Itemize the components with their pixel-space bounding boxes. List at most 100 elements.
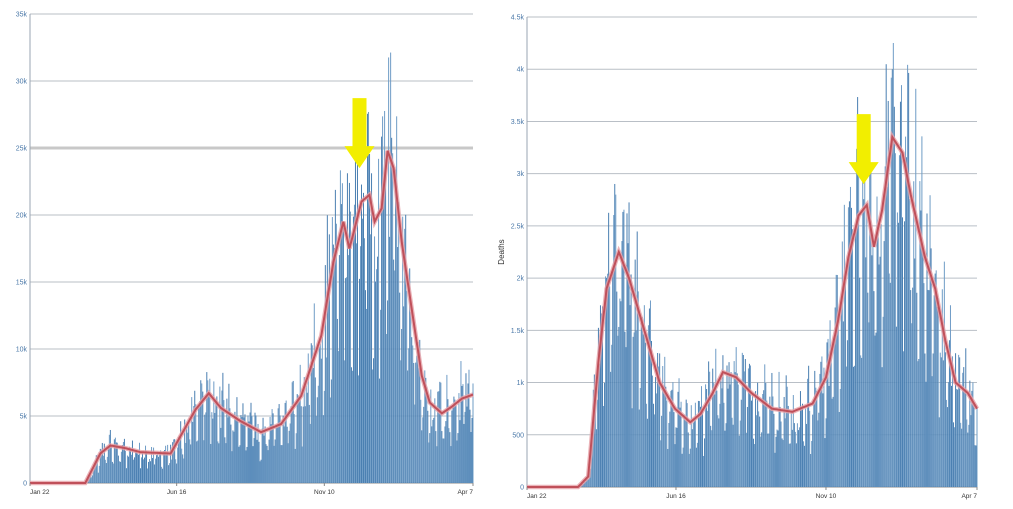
- daily-bar: [284, 402, 286, 483]
- daily-bar: [637, 291, 639, 487]
- daily-bar: [752, 394, 754, 487]
- daily-bar: [332, 244, 334, 483]
- daily-bar: [594, 393, 596, 487]
- daily-bar: [765, 382, 767, 487]
- daily-bar: [152, 458, 154, 483]
- daily-bar: [101, 442, 103, 483]
- daily-bar: [639, 388, 641, 487]
- daily-bar: [848, 201, 850, 487]
- daily-bar: [680, 401, 682, 487]
- daily-bar: [913, 181, 915, 487]
- deaths-chart: 0 500 1k 1.5k 2k 2.5k 3k 3.5k 4k 4.5k Deaths Jan 22…: [497, 15, 979, 500]
- daily-bar: [742, 354, 744, 487]
- daily-bar: [339, 170, 341, 483]
- daily-bar: [699, 406, 701, 487]
- daily-bar: [819, 373, 821, 487]
- daily-bar: [205, 412, 207, 483]
- daily-bar: [972, 382, 974, 487]
- daily-bar: [265, 444, 267, 483]
- daily-bar: [698, 401, 700, 487]
- daily-bar: [736, 373, 738, 487]
- daily-bar: [965, 348, 967, 487]
- daily-bar: [411, 337, 413, 483]
- daily-bar: [755, 391, 757, 487]
- daily-bar: [183, 458, 185, 483]
- daily-bar: [856, 148, 858, 487]
- daily-bar: [640, 322, 642, 487]
- daily-bar: [128, 446, 130, 483]
- daily-bar: [343, 360, 345, 483]
- daily-bar: [456, 440, 458, 483]
- daily-bar: [116, 442, 118, 483]
- daily-bar: [393, 259, 395, 483]
- daily-bar: [441, 431, 443, 483]
- seven-day-average-line: [527, 134, 978, 488]
- daily-bar: [351, 370, 353, 483]
- daily-bar: [318, 347, 320, 483]
- daily-bar: [262, 417, 264, 483]
- daily-bar: [212, 418, 214, 483]
- daily-bar: [153, 447, 155, 483]
- daily-bar: [458, 393, 460, 483]
- daily-bar: [816, 390, 818, 487]
- daily-bar: [467, 383, 469, 483]
- x-tick-label: Jan 22: [527, 493, 547, 500]
- daily-bar: [921, 136, 923, 487]
- daily-bar: [679, 407, 681, 487]
- daily-bar: [881, 367, 883, 487]
- daily-bar: [92, 470, 94, 483]
- daily-bar: [96, 455, 98, 483]
- daily-bar: [784, 418, 786, 487]
- daily-bar: [252, 446, 254, 483]
- daily-bar: [119, 461, 121, 483]
- daily-bar: [761, 432, 763, 487]
- daily-bar: [922, 248, 924, 487]
- daily-bar: [703, 455, 705, 487]
- daily-bar: [845, 366, 847, 487]
- daily-bar: [693, 418, 695, 487]
- daily-bar: [705, 384, 707, 487]
- daily-bar: [654, 414, 656, 487]
- daily-bar: [959, 357, 961, 487]
- daily-bar: [653, 403, 655, 487]
- daily-bar: [200, 380, 202, 483]
- daily-bar: [602, 306, 604, 487]
- daily-bar: [229, 408, 231, 483]
- daily-bar: [234, 411, 236, 483]
- daily-bar: [624, 331, 626, 487]
- daily-bar: [330, 379, 332, 483]
- daily-bar: [753, 438, 755, 487]
- daily-bar: [191, 397, 193, 483]
- daily-bar: [843, 204, 845, 487]
- daily-bar: [952, 356, 954, 487]
- daily-bar: [430, 389, 432, 483]
- daily-bar: [796, 423, 798, 487]
- daily-bar: [920, 210, 922, 487]
- daily-bar: [444, 426, 446, 483]
- daily-bar: [975, 445, 977, 487]
- daily-bar: [866, 207, 868, 488]
- daily-bar: [954, 427, 956, 487]
- daily-bar: [117, 455, 119, 483]
- daily-bar: [720, 377, 722, 487]
- daily-bar: [110, 446, 112, 483]
- daily-bar: [300, 406, 302, 483]
- daily-bar: [970, 415, 972, 487]
- daily-bar: [633, 332, 635, 487]
- daily-bar: [321, 336, 323, 483]
- daily-bar: [329, 397, 331, 483]
- daily-bar: [836, 274, 838, 487]
- daily-bar: [97, 472, 99, 483]
- daily-bar: [745, 432, 747, 487]
- daily-bar: [325, 357, 327, 483]
- daily-bar: [621, 241, 623, 487]
- daily-bar: [778, 371, 780, 487]
- daily-bar: [144, 457, 146, 483]
- daily-bar: [750, 400, 752, 487]
- daily-bar: [472, 383, 474, 483]
- daily-bar: [878, 264, 880, 487]
- daily-bar: [939, 352, 941, 487]
- daily-bar: [656, 393, 658, 487]
- daily-bar: [695, 447, 697, 487]
- daily-bar: [259, 461, 261, 483]
